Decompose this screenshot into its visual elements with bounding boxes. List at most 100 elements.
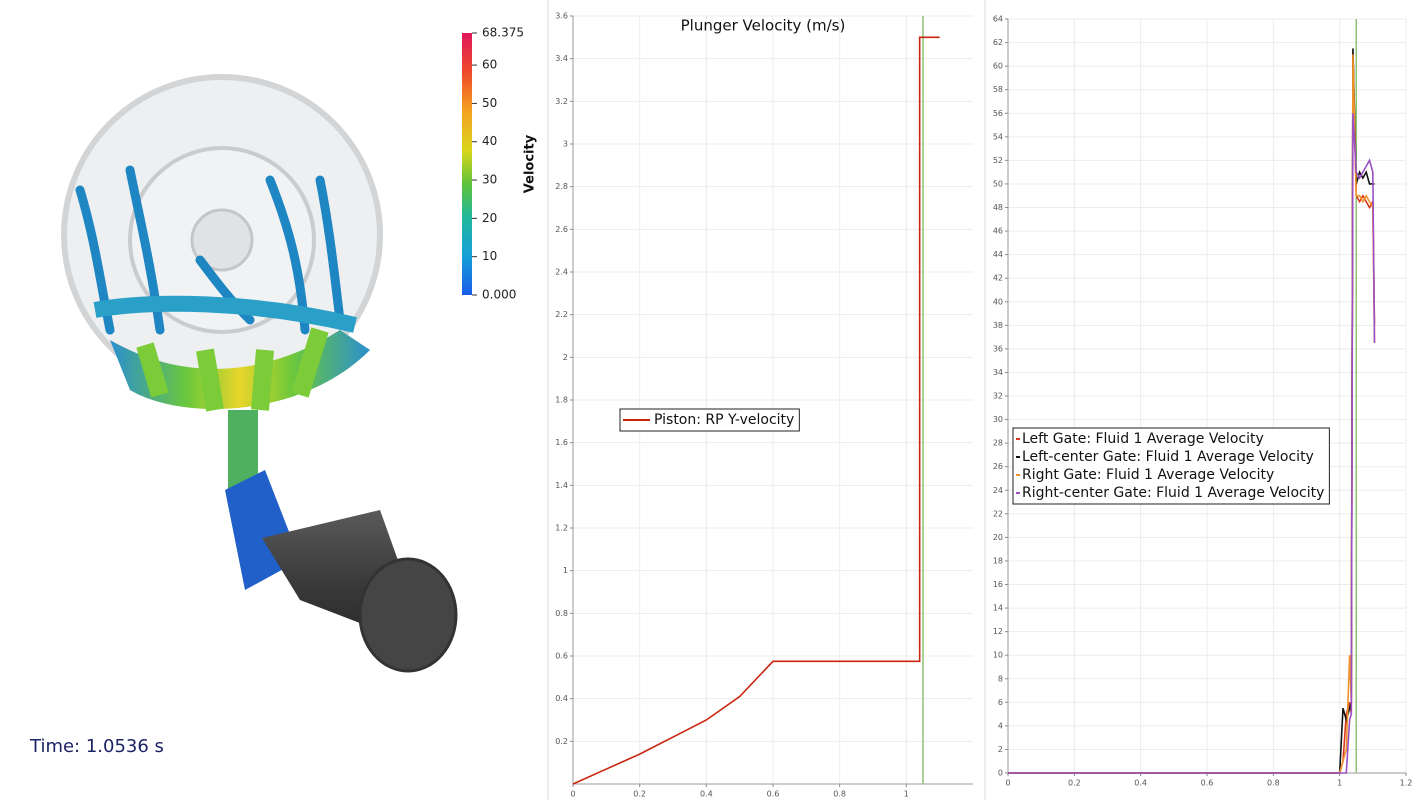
- y-tick-label: 12: [993, 627, 1003, 636]
- y-tick-label: 18: [993, 556, 1003, 565]
- y-tick-label: 0: [998, 769, 1003, 778]
- y-tick-label: 4: [998, 721, 1003, 730]
- legend-box: [619, 408, 800, 432]
- y-tick-label: 24: [993, 486, 1003, 495]
- x-tick-label: 1.2: [1400, 779, 1413, 788]
- y-tick-label: 42: [993, 274, 1003, 283]
- y-tick-label: 0.8: [555, 609, 568, 618]
- y-tick-label: 3: [563, 140, 568, 149]
- x-tick-label: 0.8: [1267, 779, 1280, 788]
- colorbar-tick-label: 0.000: [482, 288, 516, 302]
- y-tick-label: 28: [993, 439, 1003, 448]
- x-tick-label: 0.4: [1134, 779, 1147, 788]
- legend-label: Right Gate: Fluid 1 Average Velocity: [1022, 467, 1274, 483]
- x-tick-label: 0: [570, 790, 575, 799]
- y-tick-label: 1.6: [555, 438, 568, 447]
- y-tick-label: 38: [993, 321, 1003, 330]
- y-tick-label: 0.2: [555, 737, 568, 746]
- legend: Piston: RP Y-velocity: [619, 408, 800, 432]
- legend-label: Left-center Gate: Fluid 1 Average Veloci…: [1022, 449, 1314, 465]
- y-tick-label: 0.4: [555, 694, 568, 703]
- legend: Left Gate: Fluid 1 Average Velocity Left-…: [1012, 427, 1330, 505]
- series-line: [1008, 48, 1375, 774]
- y-tick-label: 64: [993, 15, 1003, 24]
- y-tick-label: 10: [993, 651, 1003, 660]
- y-tick-label: 14: [993, 604, 1003, 613]
- y-tick-label: 60: [993, 62, 1003, 71]
- chart: 0246810121416182022242628303234363840424…: [993, 15, 1413, 788]
- colorbar-tick-label: 50: [482, 96, 497, 110]
- legend-label: Right-center Gate: Fluid 1 Average Veloc…: [1022, 485, 1324, 501]
- y-tick-label: 3.2: [555, 97, 568, 106]
- series-line: [1008, 54, 1376, 774]
- y-tick-label: 36: [993, 344, 1003, 353]
- casting-render: [61, 74, 458, 673]
- colorbar-title: Velocity: [523, 134, 538, 193]
- y-tick-label: 32: [993, 392, 1003, 401]
- y-tick-label: 1.4: [555, 481, 568, 490]
- x-tick-label: 0: [1005, 779, 1010, 788]
- runner-branch: [136, 327, 329, 412]
- y-tick-label: 52: [993, 156, 1003, 165]
- y-tick-label: 20: [993, 533, 1003, 542]
- x-tick-label: 0.6: [767, 790, 780, 799]
- y-tick-label: 58: [993, 85, 1003, 94]
- y-tick-label: 40: [993, 297, 1003, 306]
- y-tick-label: 1.2: [555, 524, 568, 533]
- y-tick-label: 2.2: [555, 310, 568, 319]
- hub-core: [190, 208, 254, 272]
- plunger-end: [358, 557, 458, 673]
- y-tick-label: 30: [993, 415, 1003, 424]
- gate-ring: [93, 295, 357, 333]
- colorbar-tick-label: 30: [482, 173, 497, 187]
- flow-front: [75, 165, 345, 335]
- colorbar-tick-label: 10: [482, 249, 497, 263]
- series-line: [1008, 54, 1376, 774]
- time-label: Time: 1.0536 s: [29, 736, 164, 757]
- y-tick-label: 2: [563, 353, 568, 362]
- y-tick-label: 54: [993, 132, 1003, 141]
- y-tick-label: 44: [993, 250, 1003, 259]
- legend-label: Left Gate: Fluid 1 Average Velocity: [1022, 431, 1264, 447]
- series-line: [572, 36, 940, 785]
- y-tick-label: 62: [993, 38, 1003, 47]
- y-tick-label: 6: [998, 698, 1003, 707]
- y-tick-label: 3.4: [555, 54, 568, 63]
- colorbar-tick-label: 20: [482, 211, 497, 225]
- y-tick-label: 1.8: [555, 396, 568, 405]
- colorbar: [462, 33, 472, 295]
- y-tick-label: 50: [993, 179, 1003, 188]
- x-tick-label: 0.2: [633, 790, 646, 799]
- x-tick-label: 1: [904, 790, 909, 799]
- y-tick-label: 1: [563, 566, 568, 575]
- colorbar-tick-label: 40: [482, 134, 497, 148]
- y-tick-label: 16: [993, 580, 1003, 589]
- y-tick-label: 46: [993, 227, 1003, 236]
- chart: 0.2 0.4 0.6 0.8 1 1.2 1.4 1.6 1.8 2 2.2 2.4 2.6 2.8 3 3…: [555, 12, 973, 799]
- y-tick-label: 22: [993, 509, 1003, 518]
- legend-box: [1012, 427, 1330, 505]
- colorbar-tick-label: 68.375: [482, 26, 524, 40]
- colorbar-tick-label: 60: [482, 58, 497, 72]
- y-tick-label: 2.4: [555, 268, 568, 277]
- series-line: [1008, 113, 1376, 774]
- y-tick-label: 2.6: [555, 225, 568, 234]
- y-tick-label: 3.6: [555, 12, 568, 21]
- y-tick-label: 56: [993, 109, 1003, 118]
- y-tick-label: 2.8: [555, 182, 568, 191]
- x-tick-label: 0.2: [1068, 779, 1081, 788]
- chart-title: Plunger Velocity (m/s): [681, 17, 846, 35]
- x-tick-label: 0.8: [833, 790, 846, 799]
- y-tick-label: 2: [998, 745, 1003, 754]
- y-tick-label: 34: [993, 368, 1003, 377]
- y-tick-label: 26: [993, 462, 1003, 471]
- x-tick-label: 1: [1337, 779, 1342, 788]
- x-tick-label: 0.4: [700, 790, 713, 799]
- x-tick-label: 0.6: [1201, 779, 1214, 788]
- y-tick-label: 48: [993, 203, 1003, 212]
- y-tick-label: 8: [998, 674, 1003, 683]
- y-tick-label: 0.6: [555, 652, 568, 661]
- legend-label: Piston: RP Y-velocity: [654, 412, 794, 428]
